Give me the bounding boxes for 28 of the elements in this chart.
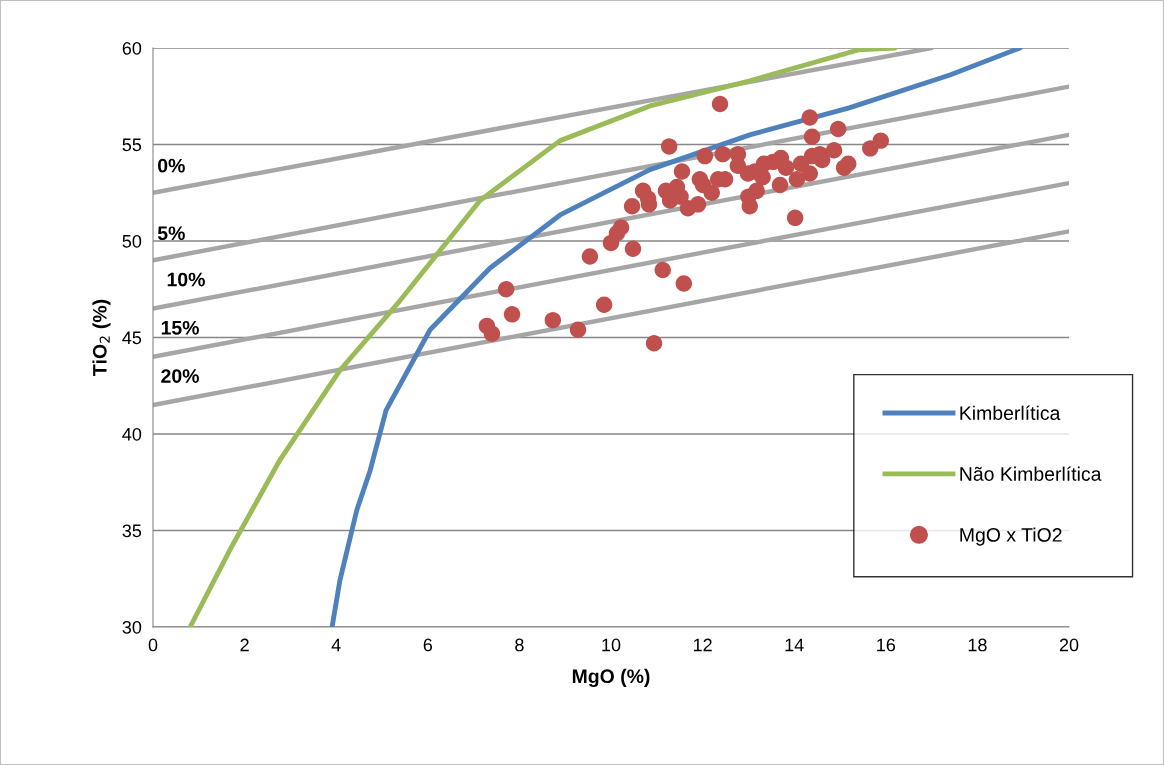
x-tick-label: 20 <box>1059 638 1079 652</box>
y-tick-label: 35 <box>122 524 142 538</box>
x-axis-title: MgO (%) <box>572 668 650 688</box>
x-tick-label: 16 <box>877 638 896 652</box>
annotation: 15% <box>161 320 199 335</box>
x-tick-label: 18 <box>968 638 987 652</box>
x-tick-label: 14 <box>785 638 804 652</box>
x-tick-label: 4 <box>331 638 341 652</box>
y-tick-label: 60 <box>122 41 142 55</box>
legend-label: Kimberlítica <box>960 405 1061 420</box>
x-tick-label: 8 <box>515 638 524 652</box>
y-tick-label: 50 <box>122 234 142 248</box>
annotation: 5% <box>157 226 185 241</box>
x-tick-label: 6 <box>423 638 433 652</box>
x-tick-label: 0 <box>148 638 158 652</box>
annotation: 10% <box>167 272 205 287</box>
y-tick-label: 40 <box>122 427 142 441</box>
legend-label: MgO x TiO2 <box>960 527 1062 546</box>
y-tick-label: 30 <box>122 620 142 634</box>
x-tick-label: 10 <box>602 638 621 652</box>
annotation: 0% <box>158 158 185 173</box>
legend-label: Não Kimberlítica <box>960 466 1102 481</box>
y-tick-label: 45 <box>122 331 142 345</box>
x-tick-label: 2 <box>240 638 249 652</box>
y-tick-label: 55 <box>122 138 142 152</box>
x-tick-label: 12 <box>693 638 712 652</box>
y-axis-title: TiO$_{2}$ (%) <box>92 299 111 377</box>
annotation: 20% <box>161 369 199 383</box>
